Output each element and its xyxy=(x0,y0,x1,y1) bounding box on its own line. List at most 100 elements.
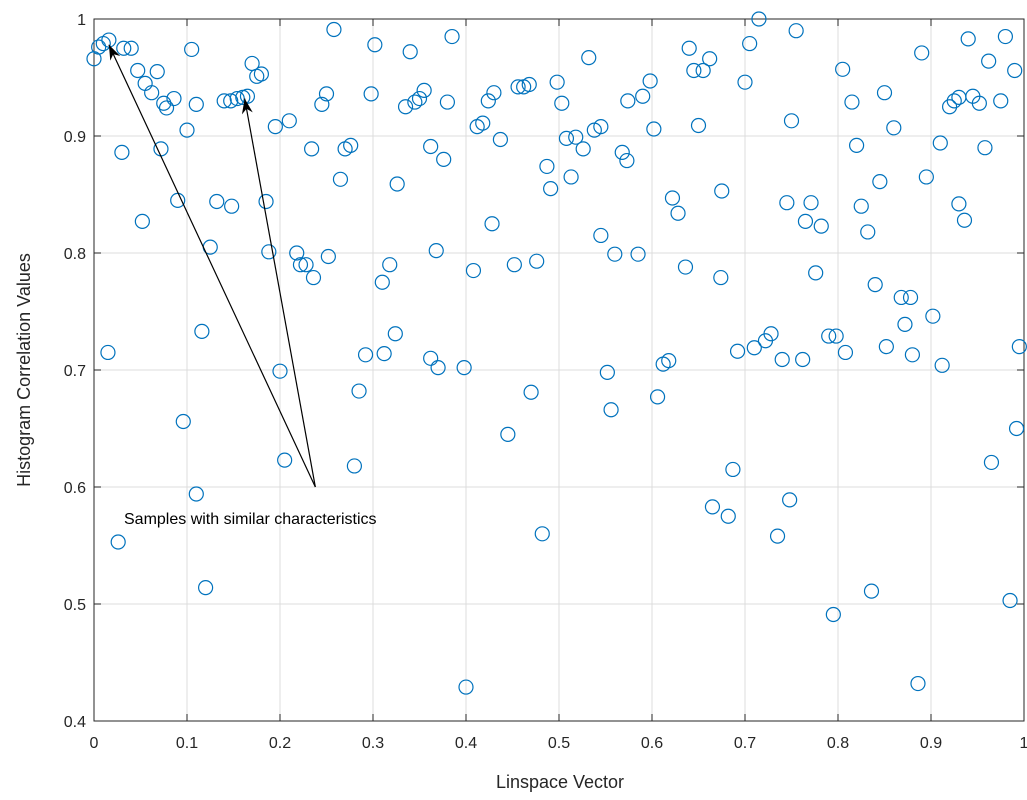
data-point xyxy=(951,196,967,212)
data-point xyxy=(886,120,902,136)
data-point xyxy=(795,351,811,368)
data-point xyxy=(554,95,570,111)
data-point xyxy=(568,129,584,145)
data-point xyxy=(130,62,146,79)
data-point xyxy=(661,353,677,369)
data-point xyxy=(549,74,565,90)
data-point xyxy=(681,40,697,56)
data-point xyxy=(198,580,214,596)
y-tick-label: 0.8 xyxy=(64,246,86,263)
x-axis-label: Linspace Vector xyxy=(496,772,624,792)
x-tick-label: 0 xyxy=(90,735,99,752)
data-point xyxy=(343,137,359,153)
data-point xyxy=(188,96,204,113)
data-point xyxy=(289,245,305,261)
data-point xyxy=(686,62,702,79)
data-point xyxy=(619,152,635,169)
data-point xyxy=(346,458,362,474)
x-tick-label: 0.6 xyxy=(641,735,663,752)
data-point xyxy=(742,35,758,52)
data-point xyxy=(751,11,767,27)
data-point xyxy=(946,93,962,109)
data-point xyxy=(746,340,762,356)
data-point xyxy=(825,606,841,623)
data-point xyxy=(389,176,405,192)
data-point xyxy=(837,344,854,361)
annotation-arrow-head xyxy=(241,98,253,115)
data-point xyxy=(635,88,651,104)
data-point xyxy=(543,181,559,197)
data-point xyxy=(475,115,491,131)
data-point xyxy=(539,158,555,175)
data-point xyxy=(897,316,913,332)
data-point xyxy=(782,492,798,508)
data-point xyxy=(116,40,132,56)
data-point xyxy=(902,289,919,306)
annotation-arrow-line xyxy=(244,98,316,488)
data-point xyxy=(305,269,322,286)
data-point xyxy=(500,426,516,442)
data-point xyxy=(670,205,686,221)
data-point xyxy=(175,413,191,430)
data-point xyxy=(607,246,623,262)
data-point xyxy=(702,51,718,67)
data-point xyxy=(534,526,550,542)
data-point xyxy=(397,99,414,115)
data-point xyxy=(158,100,175,116)
data-point xyxy=(326,21,342,38)
data-point xyxy=(298,257,314,273)
data-point xyxy=(465,262,482,279)
data-point xyxy=(971,95,987,111)
data-point xyxy=(646,121,662,137)
data-point xyxy=(695,62,711,79)
data-point xyxy=(983,454,1000,471)
data-point xyxy=(1008,420,1025,437)
data-point xyxy=(144,85,160,101)
data-point xyxy=(941,99,958,115)
data-point xyxy=(277,452,293,468)
plot-box xyxy=(93,18,1025,722)
data-point xyxy=(423,138,439,155)
data-point xyxy=(179,122,195,138)
data-point xyxy=(981,53,997,69)
data-point xyxy=(430,360,446,376)
data-point xyxy=(918,169,934,185)
data-point xyxy=(292,257,309,273)
data-point xyxy=(407,94,423,110)
data-point xyxy=(563,169,579,185)
x-tick-label: 1 xyxy=(1020,735,1027,752)
x-tick-label: 0.5 xyxy=(548,735,570,752)
data-point xyxy=(506,257,522,273)
y-tick-labels: 0.4 0.5 0.6 0.7 0.8 0.9 1 xyxy=(64,12,86,731)
data-point xyxy=(867,276,883,293)
data-point xyxy=(318,86,335,102)
data-point xyxy=(281,113,297,129)
data-point xyxy=(828,328,844,344)
data-point xyxy=(387,326,403,342)
data-point xyxy=(925,308,941,324)
y-tick-label: 0.6 xyxy=(64,480,86,497)
data-point xyxy=(351,383,367,399)
y-tick-label: 0.5 xyxy=(64,597,86,614)
data-point xyxy=(630,246,646,262)
y-tick-label: 0.7 xyxy=(64,363,86,380)
data-point xyxy=(737,74,753,90)
data-point xyxy=(261,244,277,260)
data-point xyxy=(763,326,779,342)
annotation-arrow-line xyxy=(108,44,316,488)
data-point xyxy=(521,76,537,93)
data-point xyxy=(910,675,926,692)
y-tick-label: 1 xyxy=(77,12,86,29)
data-point xyxy=(593,227,609,244)
data-point xyxy=(783,113,800,129)
data-point xyxy=(258,193,274,210)
data-point xyxy=(253,66,269,82)
data-point xyxy=(863,583,880,599)
x-tick-label: 0.2 xyxy=(269,735,291,752)
data-point xyxy=(690,117,707,134)
data-point xyxy=(363,86,379,102)
data-point xyxy=(844,94,860,110)
data-point xyxy=(486,85,502,101)
data-point xyxy=(110,534,126,550)
